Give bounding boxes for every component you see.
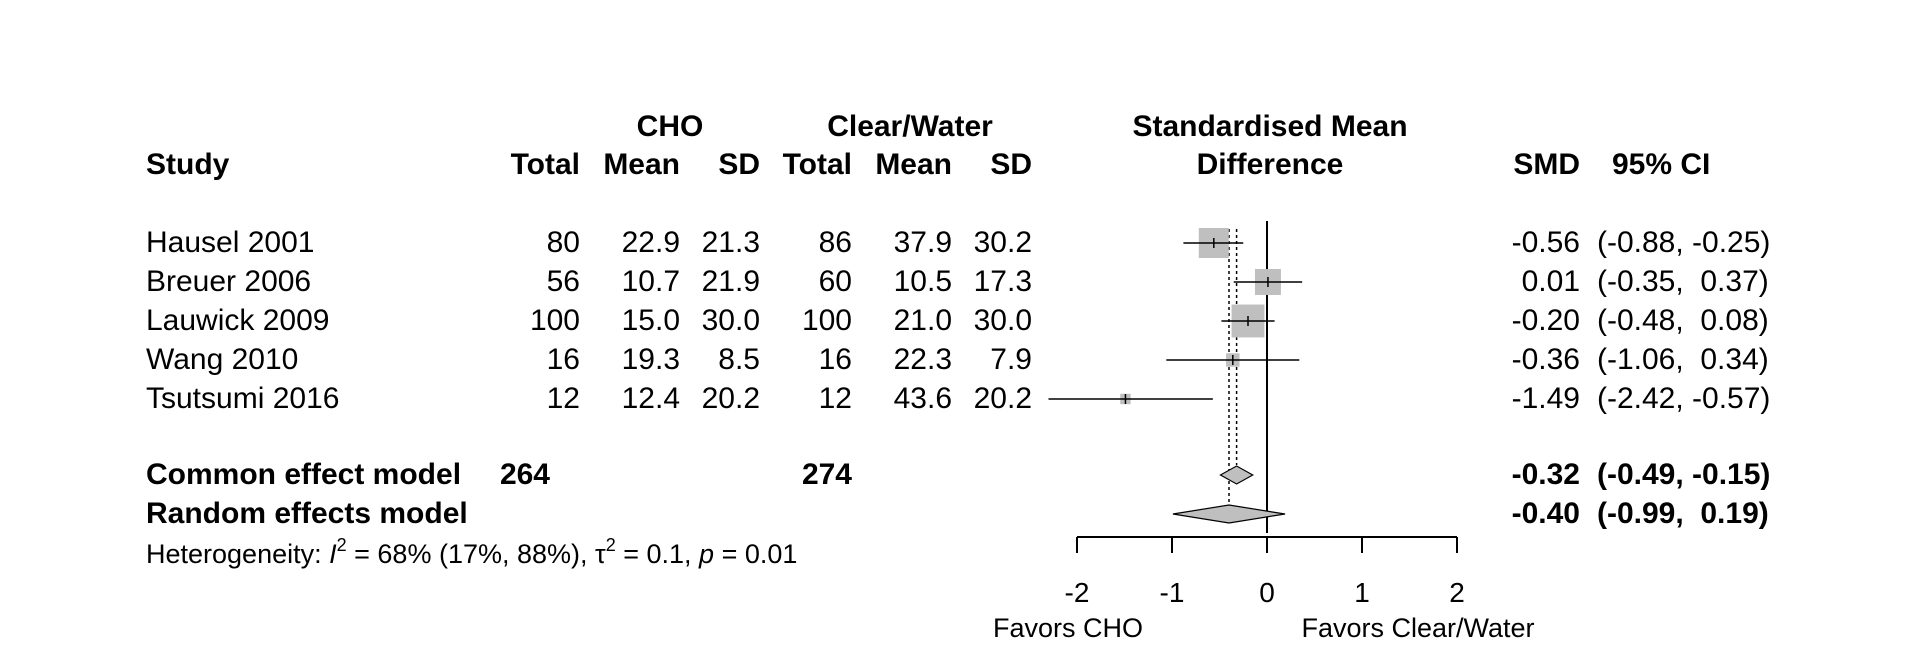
ci-cell: (-1.06, 0.34)	[1597, 343, 1769, 376]
smd-cell: -0.20	[1511, 304, 1580, 337]
sd1-cell: 20.2	[701, 382, 760, 415]
mean1-cell: 15.0	[621, 304, 680, 337]
sd2-cell: 7.9	[990, 343, 1032, 376]
smd-cell: -0.36	[1511, 343, 1580, 376]
tau-superscript: 2	[605, 535, 616, 555]
mean2-cell: 22.3	[893, 343, 952, 376]
p-value: = 0.01	[714, 539, 798, 569]
common-ci: (-0.49, -0.15)	[1597, 458, 1771, 491]
sd1-header: SD	[718, 148, 760, 181]
total1-cell: 12	[546, 382, 580, 415]
sd2-cell: 30.0	[973, 304, 1032, 337]
common-total2: 274	[801, 458, 852, 491]
group1-header: CHO	[636, 110, 704, 143]
mean2-cell: 43.6	[893, 382, 952, 415]
common-total1: 264	[499, 458, 550, 491]
favors-right-label: Favors Clear/Water	[1301, 613, 1535, 643]
study-name: Wang 2010	[146, 343, 299, 376]
ci-header: 95% CI	[1612, 148, 1711, 181]
study-name: Tsutsumi 2016	[146, 382, 340, 415]
mean1-cell: 10.7	[621, 265, 680, 298]
x-tick-label: 1	[1354, 577, 1370, 608]
study-name: Hausel 2001	[146, 226, 315, 259]
total1-header: Total	[510, 148, 580, 181]
group2-header: Clear/Water	[827, 110, 993, 143]
i2-superscript: 2	[336, 535, 347, 555]
smd-cell: 0.01	[1521, 265, 1580, 298]
total1-cell: 16	[546, 343, 580, 376]
total1-cell: 100	[529, 304, 580, 337]
sd2-header: SD	[990, 148, 1032, 181]
common-effect-label: Common effect model	[146, 458, 462, 491]
study-name: Lauwick 2009	[146, 304, 330, 337]
total2-header: Total	[782, 148, 852, 181]
sd2-cell: 17.3	[973, 265, 1032, 298]
sd2-cell: 30.2	[973, 226, 1032, 259]
smd-cell: -1.49	[1511, 382, 1580, 415]
smd-header: SMD	[1513, 148, 1580, 181]
total2-cell: 86	[818, 226, 852, 259]
x-tick-label: -1	[1160, 577, 1185, 608]
ci-cell: (-0.35, 0.37)	[1597, 265, 1769, 298]
common-smd: -0.32	[1511, 458, 1580, 491]
study-header: Study	[146, 148, 230, 181]
heterogeneity-text: Heterogeneity: I2 = 68% (17%, 88%), τ2 =…	[146, 535, 798, 571]
random-ci: (-0.99, 0.19)	[1597, 497, 1769, 530]
effect-title-line1: Standardised Mean	[1132, 110, 1408, 143]
i2-value: = 68% (17%, 88%),	[346, 539, 596, 569]
sd1-cell: 21.9	[701, 265, 760, 298]
study-name: Breuer 2006	[146, 265, 312, 298]
total2-cell: 16	[818, 343, 852, 376]
x-tick-label: 0	[1259, 577, 1275, 608]
tau-symbol: τ	[595, 539, 606, 569]
sd1-cell: 21.3	[701, 226, 760, 259]
random-smd: -0.40	[1511, 497, 1580, 530]
sd1-cell: 8.5	[718, 343, 760, 376]
p-symbol: p	[699, 539, 715, 569]
mean2-header: Mean	[875, 148, 952, 181]
total2-cell: 60	[818, 265, 852, 298]
mean2-cell: 10.5	[893, 265, 952, 298]
effect-title-line2: Difference	[1196, 148, 1344, 181]
random-effects-diamond	[1172, 504, 1286, 524]
x-tick-label: 2	[1449, 577, 1465, 608]
total1-cell: 80	[546, 226, 580, 259]
mean2-cell: 21.0	[893, 304, 952, 337]
mean1-cell: 12.4	[621, 382, 680, 415]
x-tick-label: -2	[1065, 577, 1090, 608]
ci-cell: (-2.42, -0.57)	[1597, 382, 1771, 415]
mean2-cell: 37.9	[893, 226, 952, 259]
i2-symbol: I	[329, 539, 337, 569]
tau-value: = 0.1,	[615, 539, 700, 569]
total2-cell: 100	[801, 304, 852, 337]
ci-cell: (-0.48, 0.08)	[1597, 304, 1769, 337]
total1-cell: 56	[546, 265, 580, 298]
ci-cell: (-0.88, -0.25)	[1597, 226, 1771, 259]
mean1-cell: 22.9	[621, 226, 680, 259]
random-effects-label: Random effects model	[146, 497, 468, 530]
sd2-cell: 20.2	[973, 382, 1032, 415]
smd-cell: -0.56	[1511, 226, 1580, 259]
favors-left-label: Favors CHO	[992, 613, 1144, 643]
total2-cell: 12	[818, 382, 852, 415]
sd1-cell: 30.0	[701, 304, 760, 337]
heterogeneity-prefix: Heterogeneity:	[146, 539, 330, 569]
mean1-header: Mean	[603, 148, 680, 181]
mean1-cell: 19.3	[621, 343, 680, 376]
common-effect-diamond	[1219, 465, 1254, 485]
